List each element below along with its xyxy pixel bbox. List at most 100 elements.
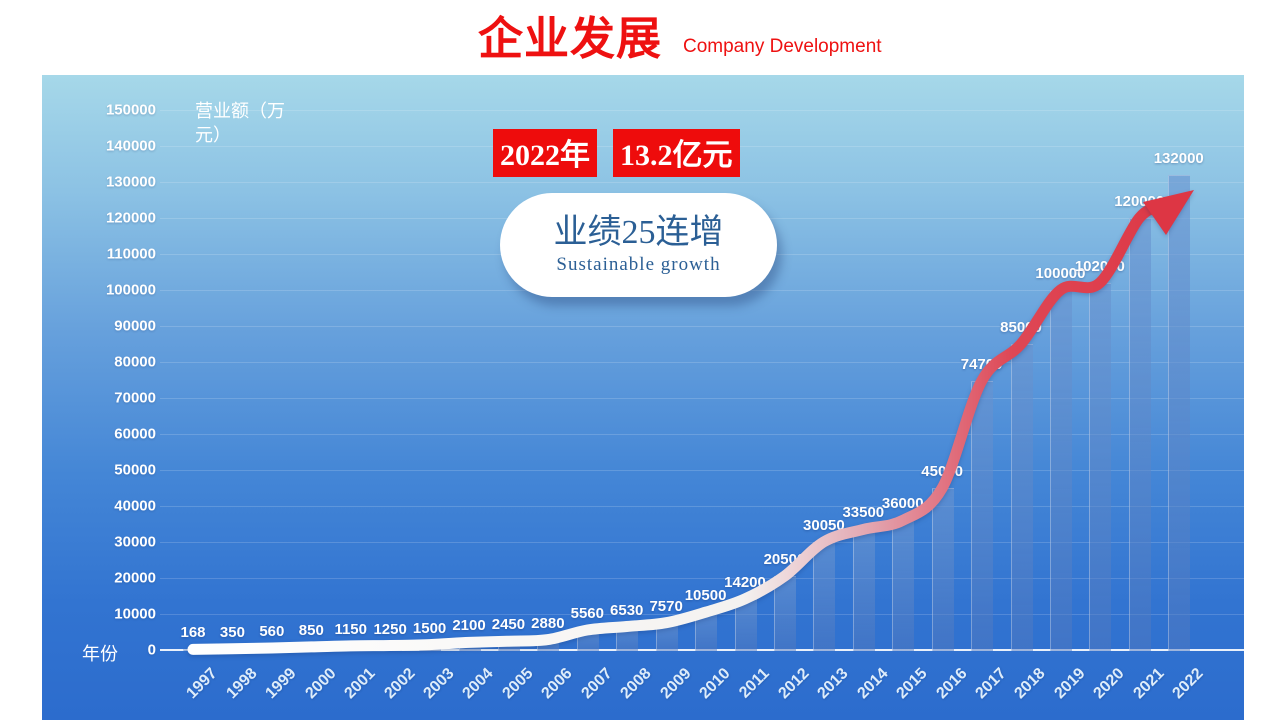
bar xyxy=(182,649,205,651)
x-axis-tick-label: 2008 xyxy=(617,665,655,703)
bar-value-label: 560 xyxy=(259,623,285,640)
bar-value-label: 85000 xyxy=(1000,319,1042,336)
y-axis-tick-label: 60000 xyxy=(114,425,156,443)
bar-value-label: 14200 xyxy=(724,573,766,591)
bar xyxy=(774,576,796,651)
bar-value-label: 5560 xyxy=(570,605,604,622)
bar-value-label: 1250 xyxy=(373,620,407,638)
bar-value-label: 102000 xyxy=(1074,257,1125,275)
gridline xyxy=(160,434,1244,435)
bar xyxy=(655,622,678,651)
bar-value-label: 1500 xyxy=(412,619,447,637)
gridline xyxy=(160,470,1244,471)
bar-value-label: 2100 xyxy=(452,617,486,635)
x-axis-tick-label: 1998 xyxy=(223,665,261,703)
x-axis-tick-label: 2017 xyxy=(972,665,1010,703)
y-axis-tick-label: 80000 xyxy=(114,353,156,371)
bar xyxy=(300,646,323,651)
gridline xyxy=(160,182,1244,183)
y-axis-tick-label: 120000 xyxy=(105,209,156,227)
bar-value-label: 1150 xyxy=(334,620,367,638)
highlight-callout: 2022年 13.2亿元 xyxy=(493,129,740,177)
page-subtitle: Company Development xyxy=(683,36,882,57)
x-axis-tick-label: 2002 xyxy=(380,665,419,703)
x-axis-tick-label: 2005 xyxy=(499,665,537,703)
gridline xyxy=(160,362,1244,363)
x-axis-tick-label: 2000 xyxy=(302,665,340,703)
bar xyxy=(261,648,284,651)
y-axis-tick-label: 100000 xyxy=(105,281,156,299)
x-axis-tick-label: 2016 xyxy=(933,665,971,703)
bar xyxy=(892,520,915,651)
x-axis-tick-label: 2013 xyxy=(814,665,852,703)
gridline xyxy=(160,506,1244,507)
bar-value-label: 74700 xyxy=(960,356,1003,374)
x-axis-tick-label: 2021 xyxy=(1130,665,1168,703)
y-axis-tick-label: 140000 xyxy=(105,137,156,155)
x-axis-tick-label: 2001 xyxy=(341,665,379,703)
bar xyxy=(340,645,363,651)
x-axis-tick-label: 2022 xyxy=(1169,665,1207,703)
x-axis-label: 年份 xyxy=(82,644,118,664)
bar-value-label: 168 xyxy=(180,624,206,642)
bar xyxy=(695,612,718,651)
y-axis-label: 营业额（万元） xyxy=(195,101,285,146)
bar xyxy=(616,626,639,651)
x-axis-tick-label: 1999 xyxy=(262,665,300,703)
highlight-year: 2022年 xyxy=(493,129,597,177)
bar xyxy=(931,488,954,651)
bar xyxy=(1050,290,1072,651)
growth-bubble: 业绩25连增 Sustainable growth xyxy=(500,193,777,297)
y-axis-tick-label: 30000 xyxy=(114,533,156,551)
bar-value-label: 20500 xyxy=(763,551,806,569)
x-axis-tick-label: 2003 xyxy=(420,665,458,703)
x-axis-tick-label: 2018 xyxy=(1011,665,1050,703)
y-axis-tick-label: 110000 xyxy=(106,245,156,263)
bar-value-label: 30050 xyxy=(803,516,845,534)
y-axis-tick-label: 130000 xyxy=(105,173,156,191)
bar xyxy=(1010,344,1033,651)
x-axis-tick-label: 1997 xyxy=(183,665,222,703)
bar-value-label: 45000 xyxy=(921,463,964,480)
bar xyxy=(458,642,481,651)
bar-value-label: 2450 xyxy=(491,616,526,634)
x-axis-tick-label: 2011 xyxy=(736,665,774,702)
bar-value-label: 36000 xyxy=(881,495,924,513)
bar-value-label: 7570 xyxy=(649,597,683,615)
bar xyxy=(221,648,244,651)
bar xyxy=(537,639,560,651)
chart-panel: 营业额（万元） 年份 0 10000 20000 30000 40000 50000 600… xyxy=(42,75,1244,720)
bar-value-label: 350 xyxy=(219,623,245,641)
bubble-title: 业绩25连增 xyxy=(553,214,724,252)
page-title: 企业发展 xyxy=(478,13,663,64)
x-axis-tick-label: 2006 xyxy=(538,665,576,703)
y-axis-tick-label: 50000 xyxy=(114,461,156,479)
bar xyxy=(497,641,520,651)
y-axis-tick-label: 20000 xyxy=(114,569,156,587)
gridline xyxy=(160,398,1244,399)
bar xyxy=(734,598,757,651)
bar-value-label: 132000 xyxy=(1153,149,1204,167)
bar xyxy=(379,645,402,651)
bar-value-label: 6530 xyxy=(610,601,644,619)
y-axis-tick-label: 40000 xyxy=(114,497,156,515)
bubble-subtitle: Sustainable growth xyxy=(556,253,721,275)
x-axis-tick-label: 2007 xyxy=(578,665,616,703)
y-axis-tick-label: 150000 xyxy=(105,101,156,119)
y-axis-tick-label: 10000 xyxy=(114,605,156,623)
gridline xyxy=(160,110,1244,111)
bar xyxy=(813,541,836,651)
x-axis-tick-label: 2019 xyxy=(1051,665,1089,703)
bar xyxy=(1128,218,1151,651)
bar-value-label: 120000 xyxy=(1114,193,1165,210)
bar xyxy=(1168,174,1191,651)
bar xyxy=(419,644,442,651)
x-axis-tick-label: 2014 xyxy=(854,665,892,703)
gridline xyxy=(160,578,1244,579)
bar xyxy=(576,630,599,651)
x-axis-tick-label: 2004 xyxy=(459,665,498,703)
x-axis-tick-label: 2012 xyxy=(775,665,813,703)
x-axis-tick-label: 2015 xyxy=(893,665,931,703)
bar xyxy=(1089,282,1112,651)
bar-value-label: 10500 xyxy=(684,587,727,605)
